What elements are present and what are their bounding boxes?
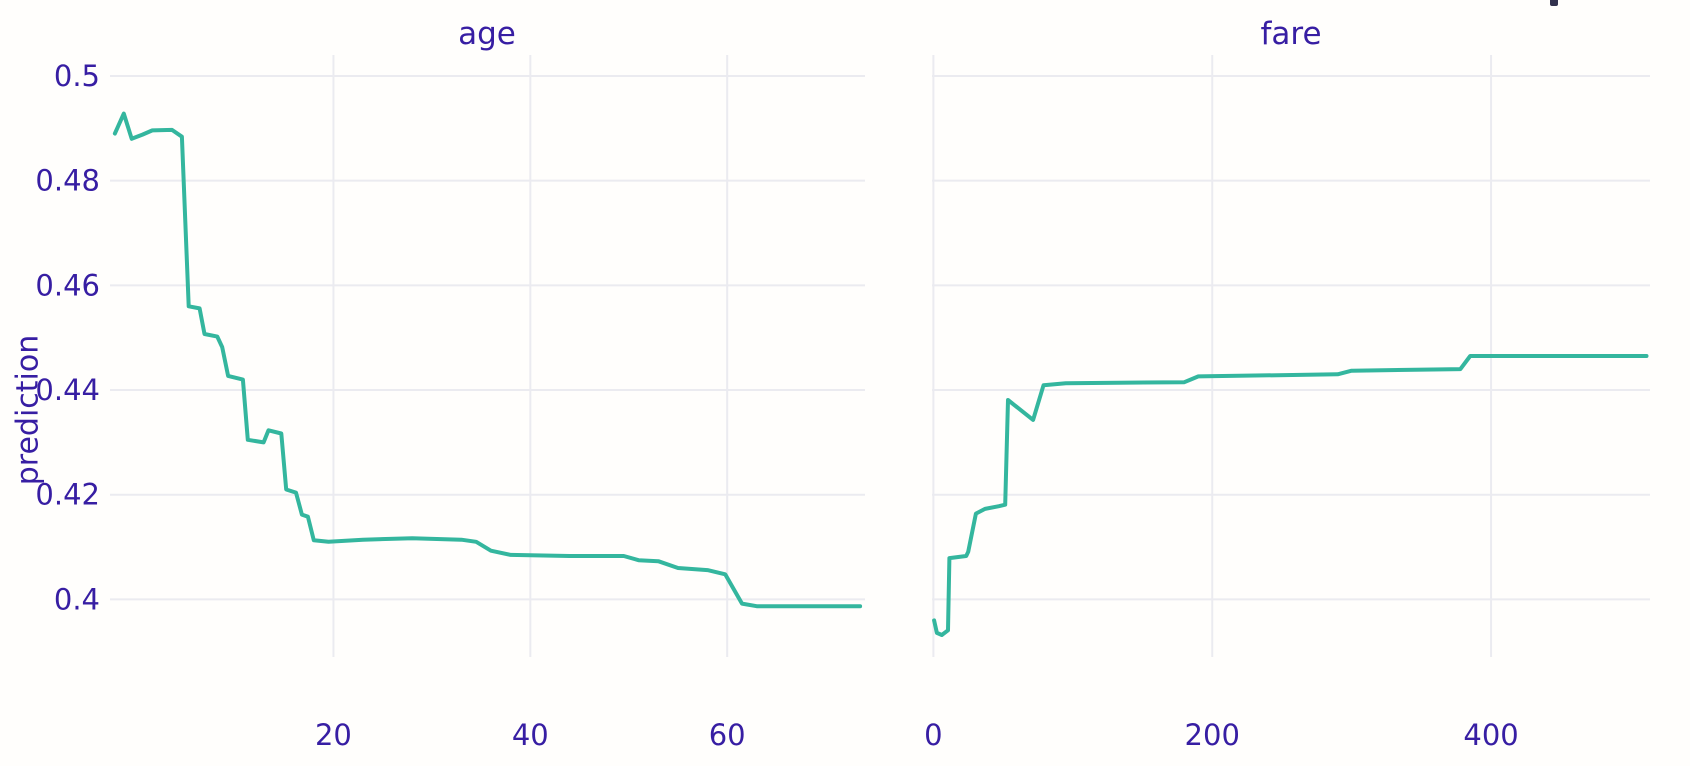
subplot-title-fare: fare: [1260, 16, 1322, 52]
y-tick-label: 0.4: [54, 582, 100, 616]
x-tick-label: 400: [1463, 718, 1518, 752]
y-tick-label: 0.46: [35, 268, 100, 302]
pdp-line-fare: [932, 354, 1649, 637]
y-tick-label: 0.5: [54, 59, 100, 93]
x-tick-label: 20: [315, 718, 352, 752]
x-tick-label: 40: [512, 718, 549, 752]
y-tick-label: 0.44: [35, 373, 100, 407]
x-tick-label: 0: [924, 718, 942, 752]
y-tick-label: 0.48: [35, 164, 100, 198]
x-tick-label: 60: [709, 718, 746, 752]
x-tick-label: 200: [1185, 718, 1240, 752]
pdp-line-age: [112, 111, 863, 609]
cropped-ui-fragment: [1550, 0, 1558, 6]
y-tick-label: 0.42: [35, 478, 100, 512]
subplot-title-age: age: [458, 16, 516, 52]
y-axis-label: prediction: [10, 334, 46, 486]
